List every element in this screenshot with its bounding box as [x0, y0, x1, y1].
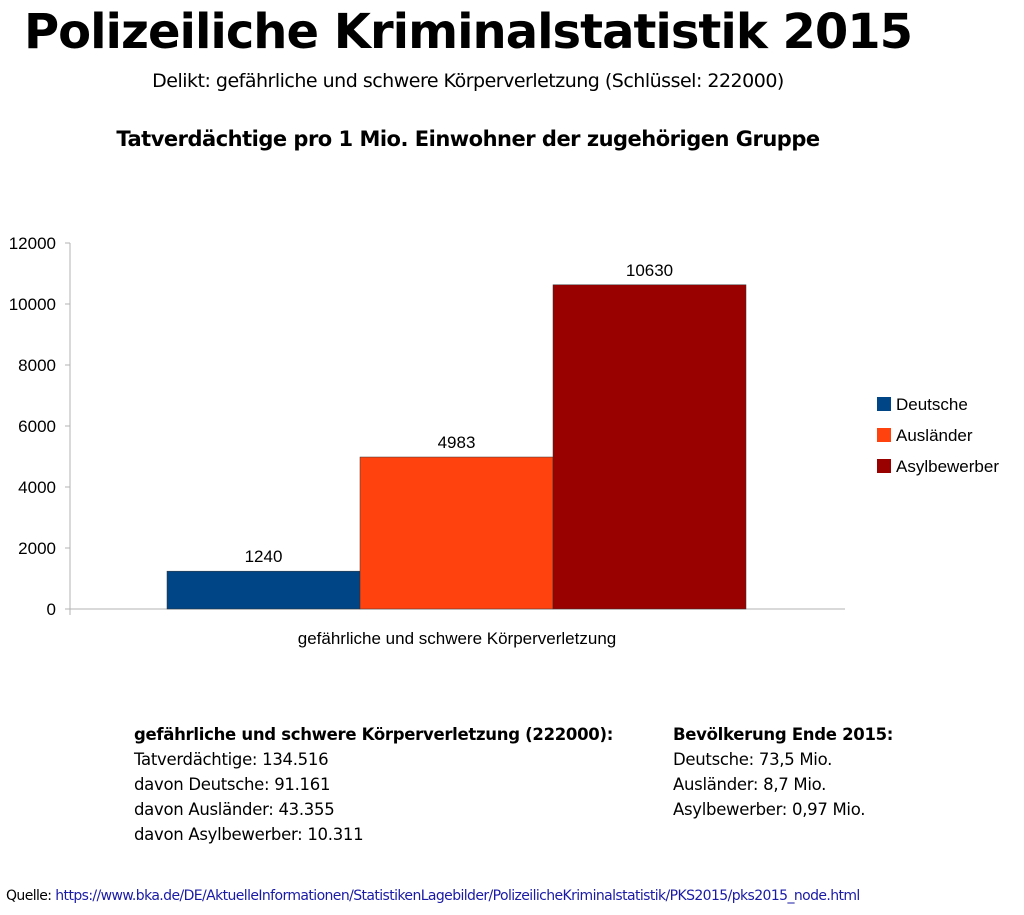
chart-title: Tatverdächtige pro 1 Mio. Einwohner der …: [116, 127, 820, 151]
legend-label: Deutsche: [896, 395, 968, 414]
stats-line: davon Asylbewerber: 10.311: [134, 825, 364, 844]
y-tick-label: 2000: [18, 539, 56, 558]
population-heading: Bevölkerung Ende 2015:: [673, 725, 894, 744]
page-title: Polizeiliche Kriminalstatistik 2015: [23, 4, 913, 60]
subtitle: Delikt: gefährliche und schwere Körperve…: [152, 70, 784, 92]
y-tick-label: 0: [47, 600, 56, 619]
data-label: 4983: [438, 433, 476, 452]
bar-asylbewerber: [552, 284, 747, 610]
bar-ausländer: [359, 456, 554, 610]
data-label: 1240: [245, 547, 283, 566]
data-label: 10630: [626, 261, 673, 280]
x-category-label: gefährliche und schwere Körperverletzung: [298, 629, 616, 648]
legend-label: Ausländer: [896, 426, 973, 445]
stats-line: Tatverdächtige: 134.516: [134, 750, 329, 769]
stats-line: davon Deutsche: 91.161: [134, 775, 331, 794]
population-block: Bevölkerung Ende 2015: Deutsche: 73,5 Mi…: [673, 722, 893, 822]
source: Quelle: https://www.bka.de/DE/AktuelleIn…: [6, 888, 860, 904]
y-tick-label: 6000: [18, 417, 56, 436]
source-link[interactable]: https://www.bka.de/DE/AktuelleInformatio…: [55, 888, 860, 904]
legend-swatch: [877, 459, 891, 473]
y-tick-label: 12000: [9, 234, 56, 253]
source-label: Quelle:: [6, 888, 52, 904]
legend-swatch: [877, 397, 891, 411]
y-tick-label: 10000: [9, 295, 56, 314]
bar-chart: 0 2000 4000 6000 8000 10000 12000 1240 Deutsche 4…: [9, 234, 1000, 648]
y-tick-label: 8000: [18, 356, 56, 375]
population-line: Asylbewerber: 0,97 Mio.: [673, 800, 866, 819]
legend-swatch: [877, 428, 891, 442]
stats-block: gefährliche und schwere Körperverletzung…: [134, 722, 613, 847]
stats-line: davon Ausländer: 43.355: [134, 800, 335, 819]
population-line: Deutsche: 73,5 Mio.: [673, 750, 833, 769]
legend-label: Asylbewerber: [896, 457, 999, 476]
population-line: Ausländer: 8,7 Mio.: [673, 775, 827, 794]
stats-heading: gefährliche und schwere Körperverletzung…: [134, 725, 614, 744]
bar-deutsche: [166, 570, 361, 610]
y-tick-label: 4000: [18, 478, 56, 497]
